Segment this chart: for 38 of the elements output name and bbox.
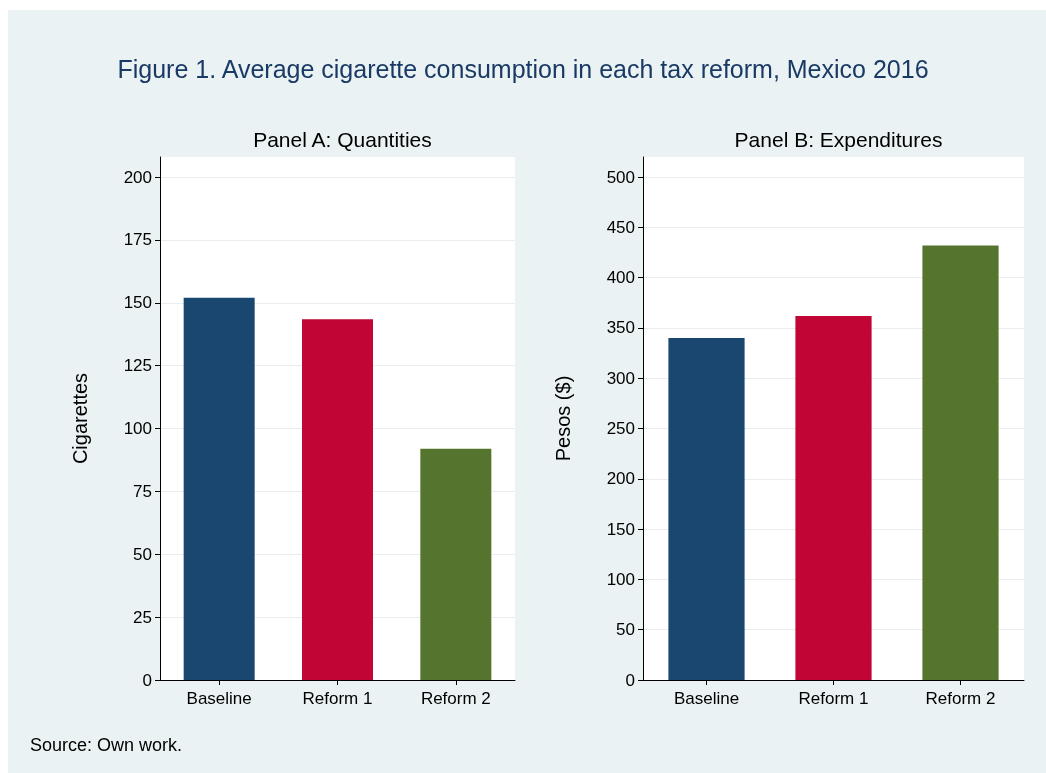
- bar: [922, 245, 999, 680]
- y-tick-label: 200: [606, 469, 635, 489]
- y-tick-label: 350: [606, 318, 635, 338]
- x-tick-label: Reform 2: [420, 689, 491, 708]
- bar: [183, 297, 255, 680]
- y-tick-label: 300: [606, 368, 635, 388]
- y-tick-label: 50: [616, 620, 635, 640]
- chart-title: Figure 1. Average cigarette consumption in each tax reform, Mexico 2016: [116, 55, 930, 84]
- source-note: Source: Own work.: [30, 735, 183, 756]
- y-tick-label: 0: [142, 670, 152, 690]
- x-tick-label: Reform 2: [925, 689, 996, 708]
- bar: [795, 315, 872, 680]
- y-tick-label: 100: [606, 569, 635, 589]
- y-tick-label: 0: [625, 670, 635, 690]
- y-tick-label: 100: [123, 419, 152, 439]
- x-tick-label: Reform 1: [798, 689, 869, 708]
- x-tick-label: Reform 1: [302, 689, 373, 708]
- y-tick-label: 150: [606, 519, 635, 539]
- chart-subtitle: Panel B: Expenditures: [734, 128, 943, 151]
- y-tick-label: 175: [123, 230, 152, 250]
- y-tick-label: 450: [606, 217, 635, 237]
- bar: [302, 319, 373, 680]
- y-tick-label: 50: [133, 544, 152, 564]
- y-tick-label: 125: [123, 356, 152, 376]
- chart-subtitle: Panel A: Quantities: [253, 128, 432, 151]
- y-tick-label: 25: [133, 607, 152, 627]
- bar: [420, 448, 492, 680]
- y-tick-label: 150: [123, 293, 152, 313]
- bar: [668, 338, 745, 680]
- y-tick-label: 200: [123, 167, 152, 187]
- y-tick-label: 75: [133, 481, 152, 501]
- x-tick-label: Baseline: [186, 689, 252, 708]
- y-axis-title: Pesos ($): [552, 375, 574, 462]
- y-tick-label: 500: [606, 167, 635, 187]
- y-tick-label: 250: [606, 419, 635, 439]
- x-tick-label: Baseline: [673, 689, 740, 708]
- y-tick-label: 400: [606, 268, 635, 288]
- y-axis-title: Cigarettes: [69, 372, 91, 465]
